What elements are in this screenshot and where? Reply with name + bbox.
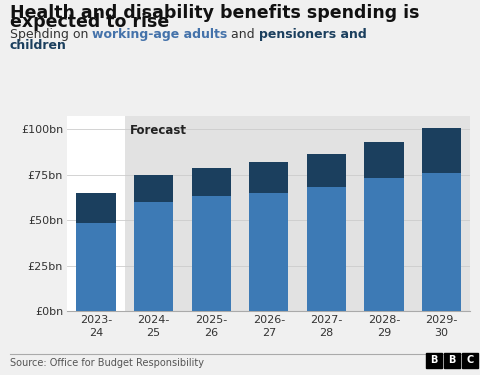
- Text: Health and disability benefits spending is: Health and disability benefits spending …: [10, 4, 419, 22]
- Bar: [307, 154, 346, 188]
- Bar: [249, 193, 288, 311]
- Bar: [307, 188, 346, 311]
- Text: pensioners and: pensioners and: [259, 28, 367, 41]
- Text: Forecast: Forecast: [130, 123, 186, 136]
- Text: C: C: [467, 356, 474, 365]
- Text: children: children: [10, 39, 66, 53]
- Bar: [76, 223, 116, 311]
- Bar: [249, 162, 288, 193]
- Bar: [134, 202, 173, 311]
- Bar: [422, 128, 461, 173]
- Text: Spending on: Spending on: [10, 28, 92, 41]
- Bar: [364, 142, 404, 178]
- Text: B: B: [448, 356, 456, 365]
- Bar: [76, 194, 116, 223]
- Text: expected to rise: expected to rise: [10, 13, 169, 31]
- Bar: [422, 173, 461, 311]
- Bar: [192, 196, 231, 311]
- Bar: [364, 178, 404, 311]
- Text: and: and: [227, 28, 259, 41]
- Text: Source: Office for Budget Responsibility: Source: Office for Budget Responsibility: [10, 358, 204, 368]
- Text: B: B: [430, 356, 438, 365]
- Bar: [125, 116, 470, 311]
- Text: working-age adults: working-age adults: [92, 28, 227, 41]
- Bar: [192, 168, 231, 196]
- Bar: [134, 175, 173, 202]
